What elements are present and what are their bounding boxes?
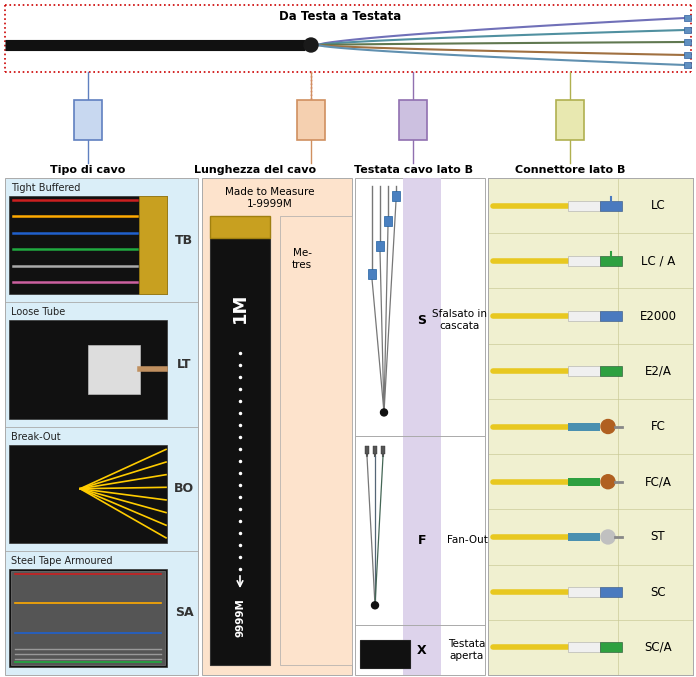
- Bar: [9, 196, 167, 294]
- Text: ST: ST: [651, 531, 665, 544]
- Bar: [365, 446, 369, 454]
- Bar: [568, 422, 600, 431]
- Text: E2/A: E2/A: [644, 365, 672, 378]
- Bar: [568, 478, 600, 485]
- Text: TB: TB: [175, 234, 193, 246]
- Text: Me-
tres: Me- tres: [292, 248, 312, 269]
- Bar: [684, 62, 691, 68]
- Bar: [488, 178, 693, 675]
- Text: Loose Tube: Loose Tube: [11, 307, 65, 318]
- Bar: [399, 100, 427, 140]
- Text: 1-9999M: 1-9999M: [246, 199, 292, 209]
- Circle shape: [381, 409, 388, 416]
- Text: Connettore lato B: Connettore lato B: [515, 165, 625, 175]
- Text: 1M: 1M: [231, 293, 249, 323]
- Bar: [360, 640, 410, 668]
- Bar: [9, 320, 167, 418]
- Text: 9999M: 9999M: [235, 598, 245, 638]
- Bar: [88, 345, 140, 394]
- Bar: [297, 100, 325, 140]
- Bar: [684, 15, 691, 21]
- Bar: [384, 216, 392, 226]
- Text: Da Testa a Testata: Da Testa a Testata: [279, 9, 401, 22]
- Bar: [684, 52, 691, 58]
- Bar: [355, 178, 485, 675]
- Circle shape: [601, 420, 615, 433]
- Text: Testata
aperta: Testata aperta: [448, 639, 486, 661]
- Text: LT: LT: [177, 358, 191, 371]
- Bar: [139, 196, 167, 294]
- Text: Tight Buffered: Tight Buffered: [11, 183, 80, 193]
- Text: S: S: [418, 313, 427, 326]
- Text: BO: BO: [174, 482, 194, 495]
- Bar: [568, 587, 600, 597]
- Text: F: F: [418, 533, 426, 547]
- Text: SC: SC: [650, 586, 666, 598]
- Text: Made to Measure: Made to Measure: [225, 187, 315, 197]
- Bar: [11, 571, 165, 665]
- Bar: [568, 642, 600, 653]
- Bar: [684, 39, 691, 45]
- Bar: [373, 446, 377, 454]
- Text: X: X: [417, 644, 427, 657]
- Bar: [600, 200, 622, 211]
- Bar: [392, 191, 400, 201]
- Bar: [9, 569, 167, 667]
- Text: Fan-Out: Fan-Out: [447, 536, 487, 545]
- Bar: [403, 178, 441, 675]
- Circle shape: [304, 38, 318, 52]
- Text: FC/A: FC/A: [644, 475, 672, 488]
- Circle shape: [601, 475, 615, 489]
- Bar: [210, 238, 270, 665]
- Text: Steel Tape Armoured: Steel Tape Armoured: [11, 556, 113, 566]
- Bar: [568, 533, 600, 541]
- Text: Lunghezza del cavo: Lunghezza del cavo: [194, 165, 316, 175]
- Text: Break-Out: Break-Out: [11, 431, 61, 441]
- Circle shape: [601, 530, 615, 544]
- Text: SC/A: SC/A: [644, 641, 672, 654]
- Bar: [368, 269, 376, 279]
- Bar: [280, 216, 352, 665]
- Bar: [376, 241, 384, 251]
- Bar: [600, 642, 622, 653]
- Text: LC / A: LC / A: [641, 255, 675, 267]
- Bar: [74, 100, 102, 140]
- Text: Tipo di cavo: Tipo di cavo: [50, 165, 126, 175]
- Bar: [355, 178, 485, 437]
- Bar: [600, 366, 622, 376]
- Bar: [9, 445, 167, 543]
- Bar: [210, 216, 270, 238]
- Bar: [568, 200, 600, 211]
- Text: FC: FC: [651, 420, 665, 433]
- Bar: [556, 100, 584, 140]
- Bar: [381, 446, 385, 454]
- Bar: [568, 256, 600, 266]
- Circle shape: [372, 602, 379, 609]
- Bar: [600, 587, 622, 597]
- Bar: [600, 256, 622, 266]
- Text: SA: SA: [175, 607, 193, 619]
- Bar: [568, 311, 600, 321]
- Text: Testata cavo lato B: Testata cavo lato B: [354, 165, 473, 175]
- Bar: [5, 178, 198, 675]
- Text: LC: LC: [651, 199, 665, 212]
- Bar: [684, 27, 691, 33]
- Bar: [600, 311, 622, 321]
- Bar: [202, 178, 352, 675]
- Bar: [568, 366, 600, 376]
- Text: Sfalsato in
cascata: Sfalsato in cascata: [432, 309, 487, 331]
- Text: E2000: E2000: [640, 309, 677, 322]
